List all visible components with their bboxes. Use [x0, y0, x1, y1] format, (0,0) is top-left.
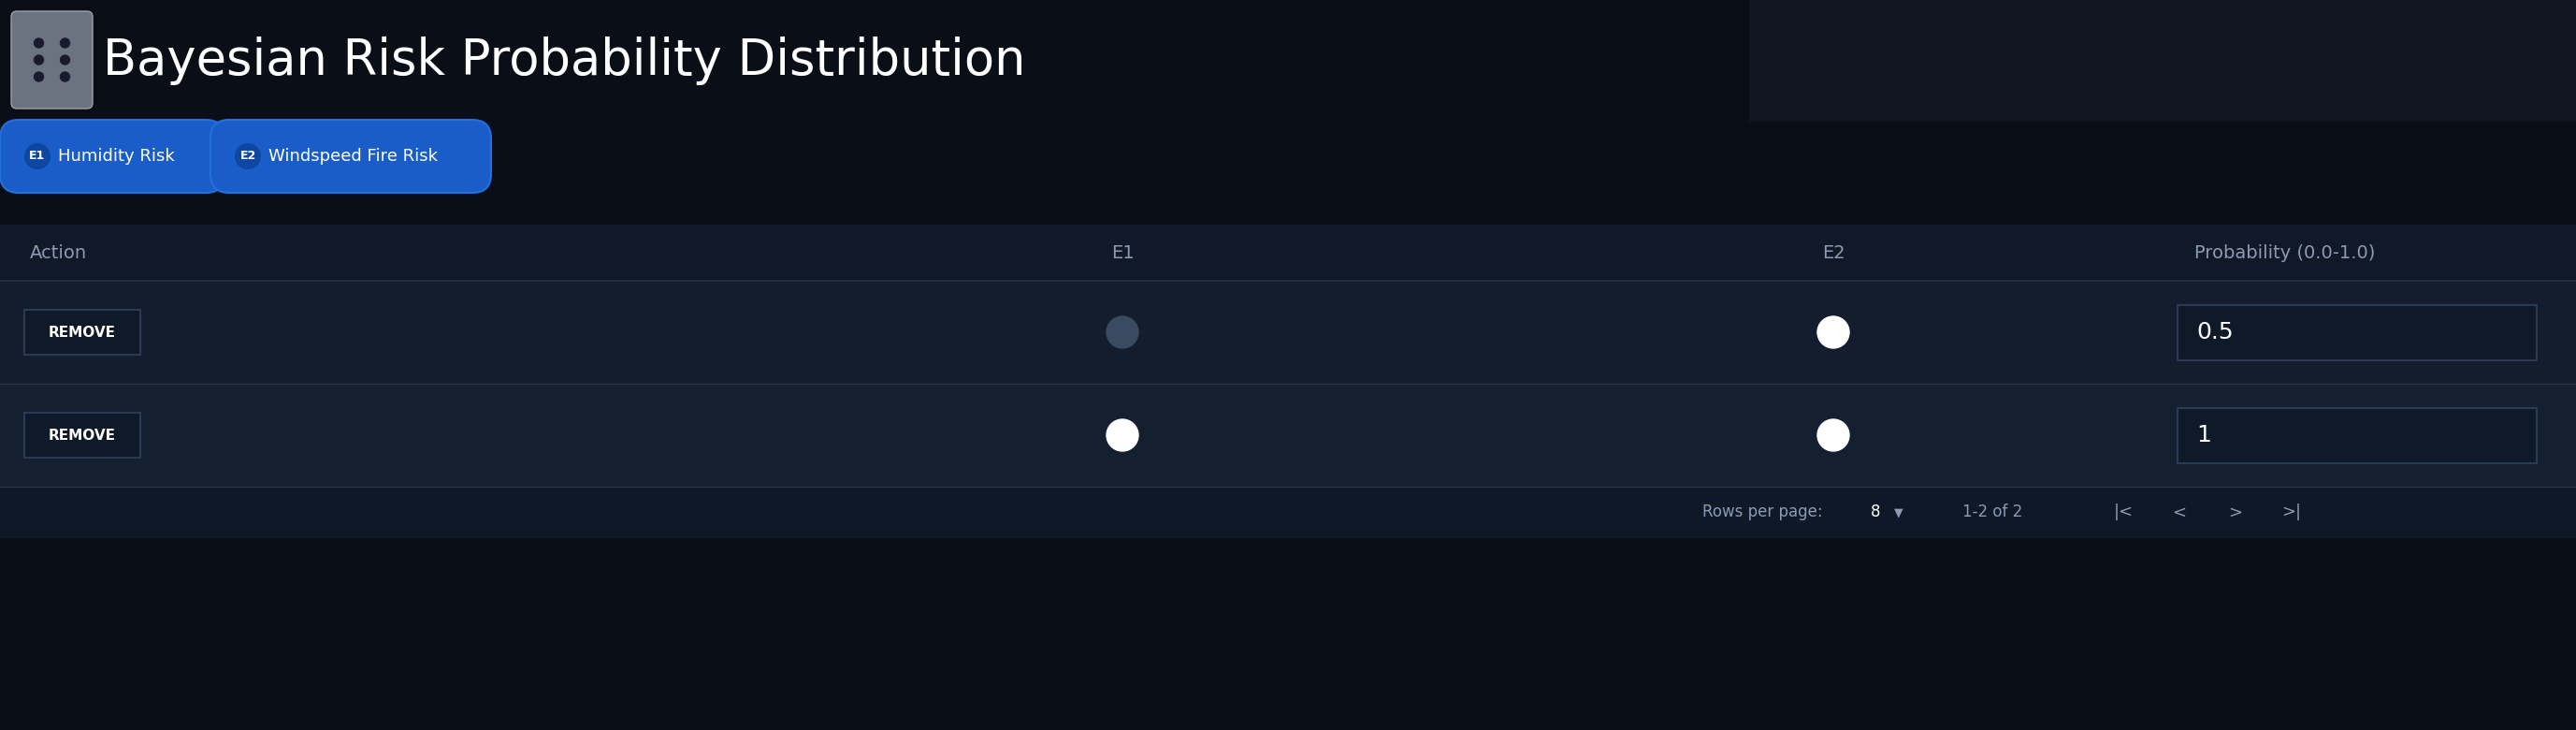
Circle shape — [1819, 419, 1850, 451]
Text: Bayesian Risk Probability Distribution: Bayesian Risk Probability Distribution — [103, 36, 1025, 85]
Circle shape — [1108, 316, 1139, 348]
Text: 1: 1 — [2197, 424, 2210, 447]
FancyBboxPatch shape — [1749, 0, 2576, 122]
FancyBboxPatch shape — [23, 310, 139, 355]
Text: REMOVE: REMOVE — [49, 429, 116, 442]
FancyBboxPatch shape — [0, 120, 224, 193]
Circle shape — [33, 55, 44, 64]
Text: Rows per page:: Rows per page: — [1703, 504, 1824, 520]
Text: Probability (0.0-1.0): Probability (0.0-1.0) — [2195, 244, 2375, 261]
FancyBboxPatch shape — [0, 384, 2576, 487]
Circle shape — [33, 39, 44, 47]
Text: E1: E1 — [28, 150, 46, 162]
Text: Action: Action — [31, 244, 88, 261]
Text: E2: E2 — [240, 150, 255, 162]
FancyBboxPatch shape — [0, 0, 2576, 122]
Circle shape — [23, 143, 52, 169]
Text: 1-2 of 2: 1-2 of 2 — [1963, 504, 2022, 520]
FancyBboxPatch shape — [0, 538, 2576, 730]
FancyBboxPatch shape — [0, 225, 2576, 538]
Text: REMOVE: REMOVE — [49, 326, 116, 339]
Text: |<: |< — [2112, 504, 2133, 520]
Circle shape — [59, 39, 70, 47]
FancyBboxPatch shape — [2177, 304, 2537, 360]
Circle shape — [59, 55, 70, 64]
Text: Humidity Risk: Humidity Risk — [59, 148, 175, 165]
Circle shape — [234, 143, 260, 169]
Text: 0.5: 0.5 — [2197, 321, 2233, 344]
FancyBboxPatch shape — [0, 281, 2576, 384]
Circle shape — [59, 72, 70, 82]
FancyBboxPatch shape — [211, 120, 492, 193]
Text: E2: E2 — [1821, 244, 1844, 261]
FancyBboxPatch shape — [0, 122, 2576, 225]
Text: 8: 8 — [1870, 504, 1880, 520]
Text: <: < — [2172, 504, 2187, 520]
Circle shape — [1108, 419, 1139, 451]
FancyBboxPatch shape — [23, 412, 139, 458]
Text: Windspeed Fire Risk: Windspeed Fire Risk — [268, 148, 438, 165]
FancyBboxPatch shape — [0, 225, 2576, 281]
FancyBboxPatch shape — [10, 11, 93, 109]
Circle shape — [1819, 316, 1850, 348]
Text: >: > — [2228, 504, 2244, 520]
FancyBboxPatch shape — [2177, 407, 2537, 463]
Text: >|: >| — [2282, 504, 2300, 520]
Text: E1: E1 — [1110, 244, 1133, 261]
FancyBboxPatch shape — [0, 487, 2576, 538]
Circle shape — [33, 72, 44, 82]
Text: ▼: ▼ — [1893, 507, 1904, 518]
